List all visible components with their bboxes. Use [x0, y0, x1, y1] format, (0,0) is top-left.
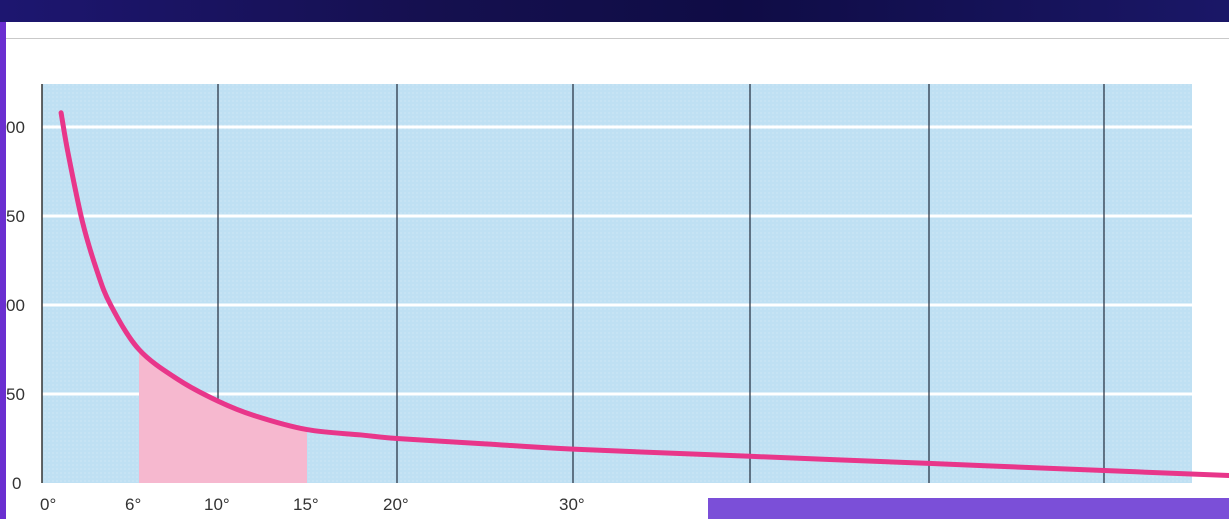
- y-tick-labels: 0 50 00 50 00: [6, 118, 25, 493]
- title-rule: [0, 38, 1229, 39]
- x-tick-label: 0°: [40, 495, 56, 514]
- x-tick-label: 20°: [383, 495, 409, 514]
- y-tick-label: 50: [6, 207, 25, 226]
- bottom-accent-bar: [708, 498, 1229, 519]
- x-tick-label: 15°: [293, 495, 319, 514]
- y-tick-label: 00: [6, 296, 25, 315]
- horizontal-gridlines: [42, 125, 1192, 396]
- title-bar: [0, 0, 1229, 22]
- x-tick-label: 10°: [204, 495, 230, 514]
- x-tick-label: 6°: [125, 495, 141, 514]
- y-tick-label: 00: [6, 118, 25, 137]
- y-tick-label: 50: [6, 385, 25, 404]
- left-accent-bar: [0, 22, 6, 519]
- x-tick-label: 30°: [559, 495, 585, 514]
- series-line: [58, 110, 1229, 478]
- y-tick-label: 0: [12, 474, 21, 493]
- x-tick-labels: 0° 6° 10° 15° 20° 30°: [40, 495, 585, 514]
